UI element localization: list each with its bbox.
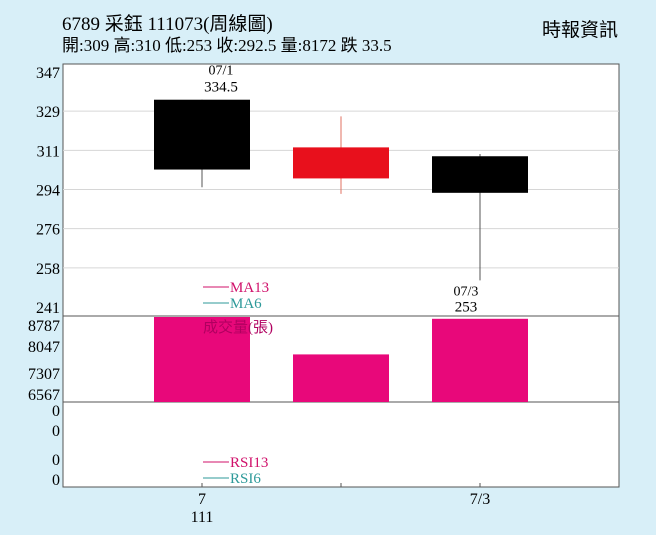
volume-axis: 8787 8047 7307 6567 <box>28 318 60 404</box>
volume-unit-label: 成交量(張) <box>203 318 273 336</box>
rsi-axis: 0 0 0 0 <box>52 403 60 489</box>
volume-tick-label: 8787 <box>28 318 60 335</box>
x-axis: 7 7/3 <box>198 483 490 508</box>
price-tick-label: 329 <box>36 104 60 121</box>
candle-body <box>293 147 389 179</box>
volume-bar <box>432 318 528 402</box>
x-axis-year: 111 <box>191 509 214 526</box>
price-tick-label: 241 <box>36 300 60 317</box>
volume-tick-label: 7307 <box>28 366 60 383</box>
price-axis: 347 329 311 294 276 258 241 <box>36 65 60 317</box>
low-value-label: 253 <box>455 299 478 315</box>
rsi-tick-label: 0 <box>52 472 60 489</box>
low-date-label: 07/3 <box>454 284 479 299</box>
volume-legend-label: MA6 <box>230 296 262 312</box>
high-value-label: 334.5 <box>204 80 238 96</box>
volume-bar <box>154 317 250 402</box>
volume-bar <box>293 354 389 402</box>
candles <box>154 99 528 281</box>
volume-legend-label: MA13 <box>230 280 269 296</box>
price-tick-label: 311 <box>37 143 60 160</box>
volume-bars <box>154 317 528 402</box>
volume-tick-label: 8047 <box>28 339 60 356</box>
source-label: 時報資訊 <box>542 19 618 41</box>
chart-title: 6789 采鈺 111073(周線圖) <box>62 13 273 35</box>
price-tick-label: 258 <box>36 261 60 278</box>
rsi-tick-label: 0 <box>52 452 60 469</box>
rsi-legend-label: RSI13 <box>230 455 268 471</box>
ohlc-summary: 開:309 高:310 低:253 收:292.5 量:8172 跌 33.5 <box>62 36 392 55</box>
price-tick-label: 347 <box>36 65 60 82</box>
rsi-tick-label: 0 <box>52 403 60 420</box>
rsi-tick-label: 0 <box>52 423 60 440</box>
high-date-label: 07/1 <box>209 64 234 79</box>
candle-body <box>154 99 250 170</box>
volume-tick-label: 6567 <box>28 387 60 404</box>
price-tick-label: 294 <box>36 183 60 200</box>
x-tick-label: 7/3 <box>470 491 490 508</box>
candle-body <box>432 156 528 193</box>
rsi-legend-label: RSI6 <box>230 471 261 487</box>
price-tick-label: 276 <box>36 222 60 239</box>
x-tick-label: 7 <box>198 491 206 508</box>
